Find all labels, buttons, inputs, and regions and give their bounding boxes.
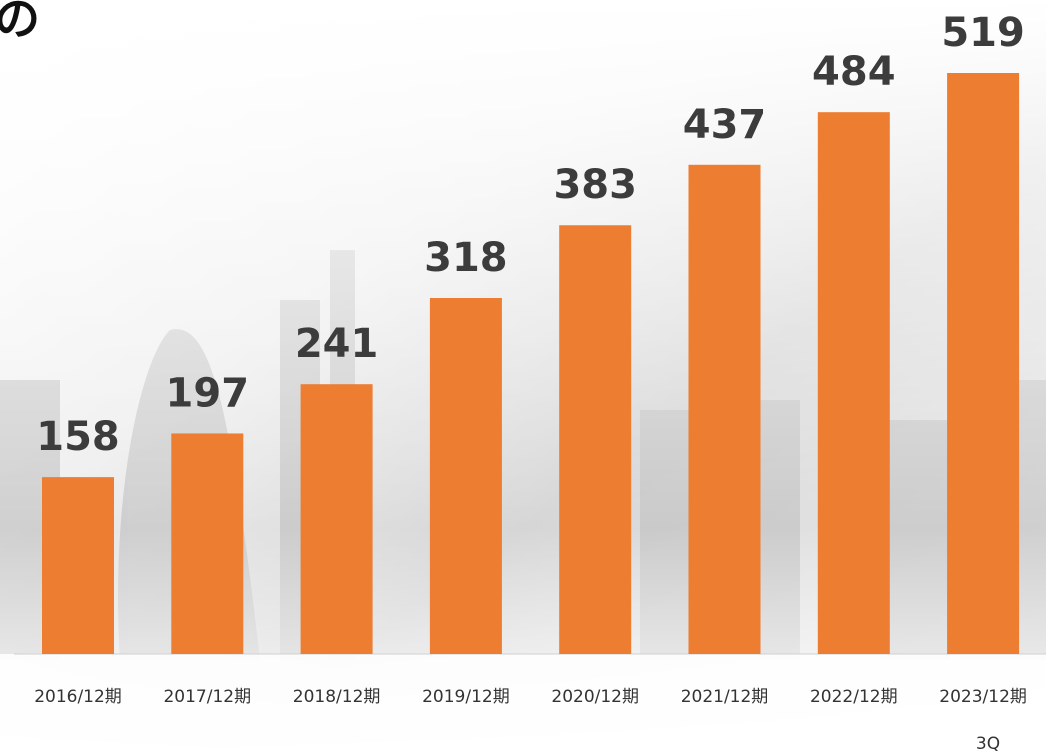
bar [430, 298, 502, 654]
bar [689, 165, 761, 654]
value-label: 383 [553, 162, 637, 208]
value-label: 241 [295, 321, 379, 367]
value-label: 197 [166, 370, 250, 416]
x-tick-label: 2016/12期 [34, 687, 122, 707]
bar [559, 225, 631, 654]
page: {"chart_data": {"type": "bar", "title": … [0, 0, 1046, 755]
chart: の 3Q 2016/12期 158 2017/12期 197 2018/12期 241 20… [0, 0, 1046, 755]
chart-title: の [0, 0, 40, 46]
x-tick-label: 2023/12期 [939, 687, 1027, 707]
x-tick-label: 2022/12期 [810, 687, 898, 707]
x-tick-label: 2020/12期 [551, 687, 639, 707]
x-tick-label: 2019/12期 [422, 687, 510, 707]
bar [301, 384, 373, 654]
value-label: 158 [36, 414, 120, 460]
value-label: 484 [812, 49, 896, 95]
x-tick-label: 2017/12期 [163, 687, 251, 707]
value-label: 318 [424, 235, 508, 281]
bar [42, 477, 114, 654]
bar [818, 112, 890, 654]
x-tick-label: 2018/12期 [293, 687, 381, 707]
value-label: 519 [941, 10, 1025, 56]
annotation: 3Q [976, 734, 1000, 754]
value-label: 437 [683, 102, 767, 148]
bar [171, 433, 243, 654]
bar [947, 73, 1019, 654]
x-tick-label: 2021/12期 [681, 687, 769, 707]
